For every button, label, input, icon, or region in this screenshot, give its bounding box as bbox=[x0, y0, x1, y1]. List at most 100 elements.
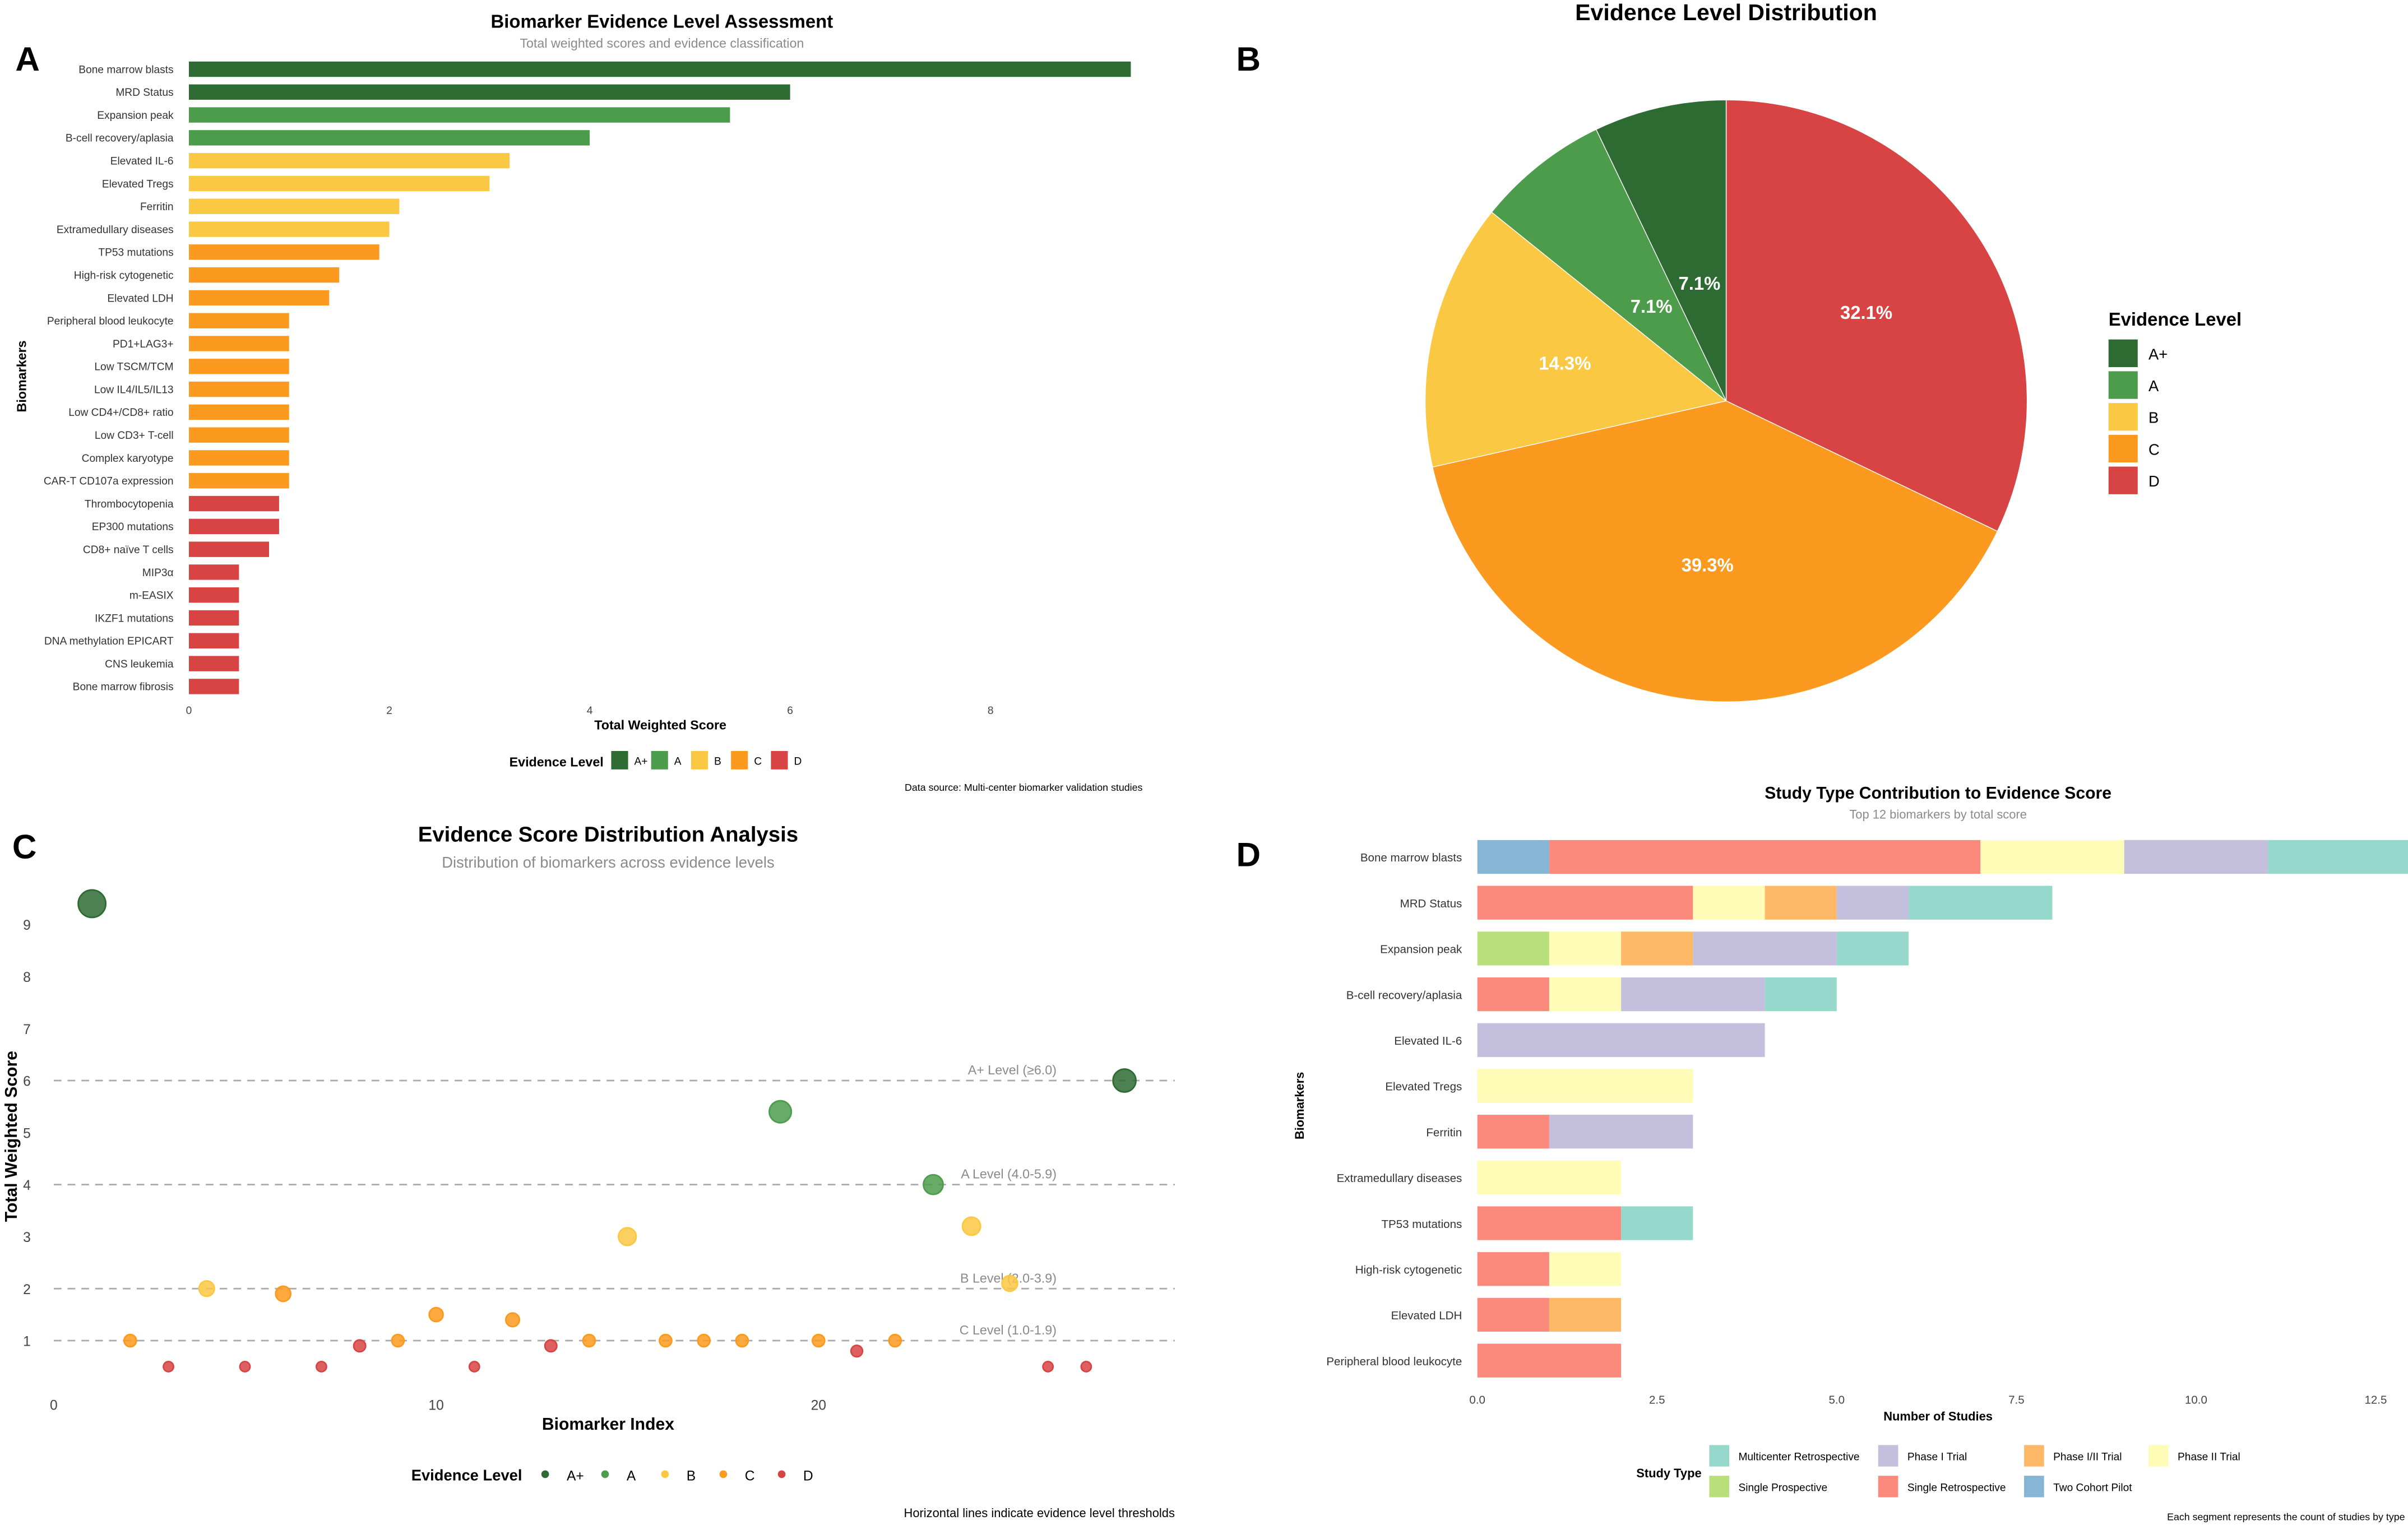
bar-label: B-cell recovery/aplasia bbox=[1346, 989, 1462, 1002]
panel-d-plot: Bone marrow blasts MRD Status Expansion pe… bbox=[1326, 840, 2408, 1498]
bar-segment bbox=[1909, 886, 2053, 920]
bar bbox=[188, 518, 279, 535]
legend-dot bbox=[661, 1470, 669, 1478]
x-tick-label: 0 bbox=[186, 705, 192, 717]
scatter-point bbox=[316, 1361, 327, 1373]
x-tick-label: 0.0 bbox=[1469, 1393, 1485, 1406]
panel-b-legend-title: Evidence Level bbox=[2109, 309, 2242, 330]
threshold-label: A Level (4.0-5.9) bbox=[961, 1167, 1057, 1181]
bar-label: Bone marrow blasts bbox=[78, 64, 173, 76]
bar-segment bbox=[1693, 931, 1837, 966]
panel-d-title: Study Type Contribution to Evidence Scor… bbox=[1765, 784, 2111, 803]
bar bbox=[188, 290, 330, 306]
bar bbox=[188, 404, 289, 420]
bar-label: Elevated LDH bbox=[1391, 1309, 1462, 1322]
bar bbox=[188, 130, 590, 146]
legend-swatch bbox=[1709, 1476, 1730, 1498]
scatter-point bbox=[961, 1216, 981, 1236]
legend-label: D bbox=[794, 756, 802, 768]
bar-label: Ferritin bbox=[1426, 1126, 1462, 1139]
bar-segment bbox=[1477, 1343, 1622, 1378]
bar bbox=[188, 313, 289, 328]
bar-segment bbox=[1621, 977, 1765, 1012]
bar-segment bbox=[1549, 1252, 1622, 1286]
scatter-point bbox=[811, 1333, 826, 1348]
panel-a-xlabel: Total Weighted Score bbox=[594, 718, 726, 733]
bar bbox=[188, 61, 1131, 77]
bar-label: Ferritin bbox=[140, 201, 174, 213]
bar-label: Peripheral blood leukocyte bbox=[47, 316, 174, 327]
panel-a-subtitle: Total weighted scores and evidence class… bbox=[520, 36, 804, 50]
bar bbox=[188, 541, 270, 557]
bar bbox=[188, 587, 239, 603]
slice-label: 7.1% bbox=[1679, 273, 1721, 294]
threshold-label: C Level (1.0-1.9) bbox=[960, 1323, 1057, 1337]
panel-d-caption: Each segment represents the count of stu… bbox=[2167, 1512, 2405, 1523]
bar-label: Bone marrow blasts bbox=[1360, 851, 1462, 864]
panel-a-plot: Bone marrow blasts MRD Status Expansion pe… bbox=[44, 61, 1131, 770]
legend-swatch bbox=[2024, 1476, 2044, 1498]
scatter-point bbox=[697, 1333, 711, 1348]
x-tick-label: 20 bbox=[811, 1398, 826, 1413]
scatter-point bbox=[735, 1333, 749, 1348]
x-tick-label: 2.5 bbox=[1649, 1393, 1665, 1406]
bar bbox=[188, 381, 289, 397]
bar-label: CD8+ naïve T cells bbox=[83, 544, 174, 556]
legend-label: Single Prospective bbox=[1738, 1482, 1827, 1494]
legend-dot bbox=[541, 1470, 549, 1478]
bar-label: MRD Status bbox=[1400, 897, 1462, 910]
y-tick-label: 7 bbox=[23, 1022, 31, 1037]
legend-dot bbox=[719, 1470, 728, 1478]
bar-label: Elevated IL-6 bbox=[1394, 1035, 1462, 1047]
bar-segment bbox=[1621, 1206, 1693, 1240]
legend-label: Multicenter Retrospective bbox=[1738, 1452, 1859, 1463]
bar-label: CNS leukemia bbox=[105, 659, 174, 670]
bar-label: MRD Status bbox=[115, 87, 173, 99]
bar-label: High-risk cytogenetic bbox=[1355, 1263, 1462, 1276]
x-tick-label: 12.5 bbox=[2364, 1393, 2387, 1406]
panel-a-legend-title: Evidence Level bbox=[510, 754, 604, 769]
legend-label: A+ bbox=[567, 1468, 584, 1484]
bar-segment bbox=[1477, 886, 1693, 920]
panel-c-caption: Horizontal lines indicate evidence level… bbox=[904, 1506, 1175, 1520]
panel-d-subtitle: Top 12 biomarkers by total score bbox=[1849, 808, 2027, 822]
panel-c-legend-title: Evidence Level bbox=[411, 1466, 522, 1484]
legend-swatch bbox=[651, 750, 668, 770]
bar-segment bbox=[1549, 931, 1622, 966]
bar-segment bbox=[1980, 840, 2124, 874]
bar-label: m-EASIX bbox=[129, 590, 174, 602]
bar-label: TP53 mutations bbox=[1381, 1218, 1462, 1231]
bar-segment bbox=[1477, 1023, 1765, 1057]
x-tick-label: 5.0 bbox=[1829, 1393, 1845, 1406]
scatter-point bbox=[659, 1333, 673, 1348]
bar-label: Low CD3+ T-cell bbox=[95, 430, 174, 442]
panel-c-ylabel: Total Weighted Score bbox=[2, 1051, 21, 1222]
legend-label: Single Retrospective bbox=[1907, 1482, 2006, 1494]
bar-segment bbox=[1477, 977, 1549, 1012]
panel-label-d: D bbox=[1237, 835, 1261, 873]
panel-d-ylabel: Biomarkers bbox=[1293, 1072, 1307, 1140]
bar-segment bbox=[1477, 1115, 1549, 1149]
threshold-label: A+ Level (≥6.0) bbox=[968, 1063, 1057, 1077]
legend-swatch bbox=[771, 750, 788, 770]
bar-segment bbox=[1693, 886, 1765, 920]
bar-label: Peripheral blood leukocyte bbox=[1326, 1355, 1462, 1368]
y-tick-label: 4 bbox=[23, 1178, 31, 1193]
scatter-point bbox=[275, 1285, 292, 1302]
scatter-point bbox=[428, 1306, 444, 1323]
legend-swatch bbox=[2108, 339, 2138, 368]
bar-segment bbox=[1477, 1206, 1622, 1240]
bar bbox=[188, 84, 790, 100]
bar-segment bbox=[1549, 840, 1981, 874]
pie-slice bbox=[1725, 99, 2028, 532]
bar bbox=[188, 633, 239, 648]
panel-c-title: Evidence Score Distribution Analysis bbox=[418, 823, 798, 847]
x-tick-label: 10 bbox=[428, 1398, 443, 1413]
legend-label: B bbox=[2148, 409, 2159, 427]
panel-a-caption: Data source: Multi-center biomarker vali… bbox=[905, 782, 1142, 793]
legend-label: C bbox=[745, 1468, 755, 1484]
bar-label: CAR-T CD107a expression bbox=[44, 476, 174, 488]
panel-a-title: Biomarker Evidence Level Assessment bbox=[491, 11, 833, 32]
bar-segment bbox=[1836, 886, 1909, 920]
